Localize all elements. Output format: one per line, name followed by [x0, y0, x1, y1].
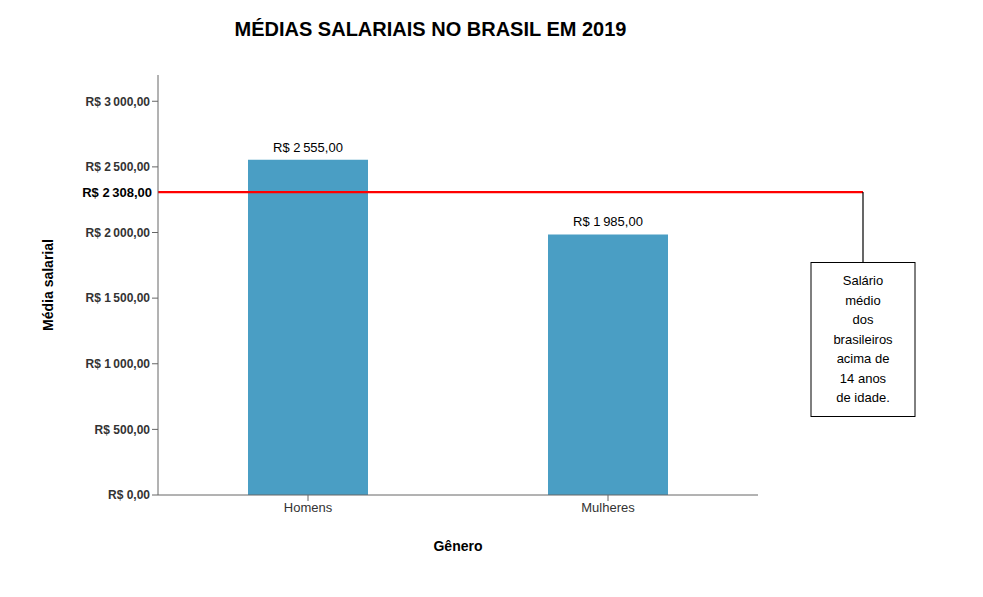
- svg-text:R$ 1 985,00: R$ 1 985,00: [573, 214, 643, 229]
- svg-text:R$ 0,00: R$ 0,00: [108, 488, 150, 502]
- svg-text:R$ 2 308,00: R$ 2 308,00: [82, 185, 152, 200]
- svg-text:R$ 2 555,00: R$ 2 555,00: [273, 140, 343, 155]
- svg-text:R$ 3 000,00: R$ 3 000,00: [86, 95, 151, 109]
- svg-text:R$ 1 500,00: R$ 1 500,00: [86, 291, 151, 305]
- html-text:Salário médio dos brasileiros: Salário médio dos brasileiros acima de 1…: [833, 273, 893, 406]
- svg-text:Homens: Homens: [284, 500, 333, 515]
- svg-text:Mulheres: Mulheres: [581, 500, 635, 515]
- svg-text:Média salarial: Média salarial: [40, 239, 56, 331]
- svg-text:R$ 1 000,00: R$ 1 000,00: [86, 357, 151, 371]
- svg-text:R$ 2 500,00: R$ 2 500,00: [86, 160, 151, 174]
- svg-text:Gênero: Gênero: [433, 538, 482, 554]
- svg-text:R$ 2 000,00: R$ 2 000,00: [86, 226, 151, 240]
- html-text:MÉDIAS SALARIAIS NO BRASIL EM: MÉDIAS SALARIAIS NO BRASIL EM 2019: [234, 18, 627, 40]
- svg-text:R$ 500,00: R$ 500,00: [95, 423, 151, 437]
